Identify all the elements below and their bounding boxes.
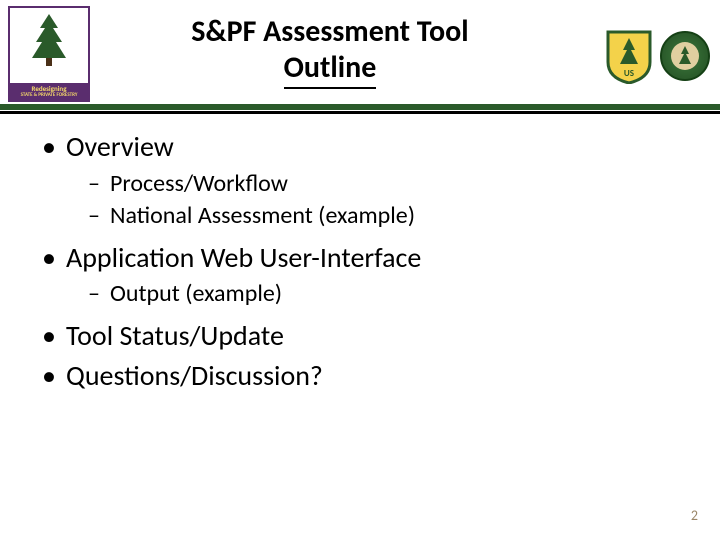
sub-list: Output (example) [66, 278, 690, 310]
redesigning-logo: Redesigning STATE & PRIVATE FORESTRY [8, 6, 90, 102]
list-item: National Assessment (example) [88, 200, 690, 232]
slide-body: Overview Process/Workflow National Asses… [30, 128, 690, 396]
slide-title: S&PF Assessment Tool Outline [100, 14, 560, 89]
header-divider [0, 104, 720, 114]
sub-list: Process/Workflow National Assessment (ex… [66, 168, 690, 233]
pine-tree-icon [26, 12, 72, 68]
banner-line2: STATE & PRIVATE FORESTRY [11, 93, 87, 99]
department-seal-icon [660, 31, 710, 81]
seal-inner-icon [671, 42, 699, 70]
bullet-text: Tool Status/Update [66, 318, 284, 353]
bullet-text: National Assessment (example) [110, 201, 415, 230]
outline-list: Overview Process/Workflow National Asses… [30, 128, 690, 394]
list-item: Application Web User-Interface Output (e… [42, 239, 690, 311]
title-line2: Outline [284, 50, 377, 89]
slide-header: Redesigning STATE & PRIVATE FORESTRY S&P… [0, 0, 720, 104]
divider-black-bar [0, 111, 720, 114]
divider-green-bar [0, 104, 720, 110]
list-item: Questions/Discussion? [42, 357, 690, 395]
list-item: Tool Status/Update [42, 317, 690, 355]
page-number: 2 [691, 507, 698, 524]
title-line1: S&PF Assessment Tool [191, 13, 468, 50]
bullet-text: Questions/Discussion? [66, 358, 323, 393]
list-item: Process/Workflow [88, 168, 690, 200]
bullet-text: Output (example) [110, 279, 282, 308]
bullet-text: Application Web User-Interface [66, 240, 421, 275]
redesigning-banner: Redesigning STATE & PRIVATE FORESTRY [10, 83, 88, 100]
list-item: Overview Process/Workflow National Asses… [42, 128, 690, 233]
agency-logos: US [604, 28, 710, 84]
bullet-text: Overview [66, 129, 174, 164]
list-item: Output (example) [88, 278, 690, 310]
forest-service-shield-icon: US [604, 28, 654, 84]
svg-text:US: US [624, 68, 634, 79]
bullet-text: Process/Workflow [110, 169, 288, 198]
